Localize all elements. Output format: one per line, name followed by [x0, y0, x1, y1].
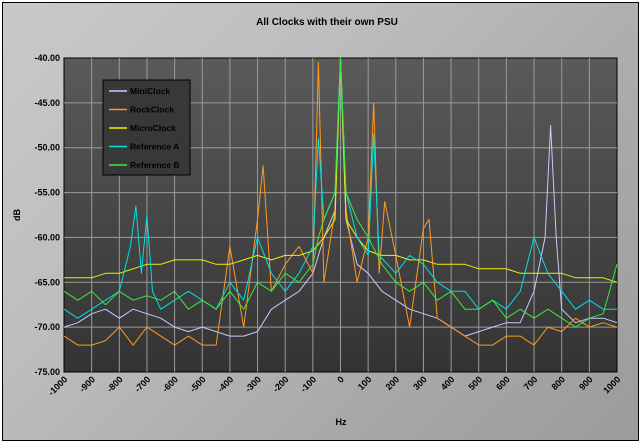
x-tick-label: -1000 — [46, 374, 69, 397]
x-tick-label: 400 — [439, 374, 457, 392]
x-tick-label: -700 — [133, 374, 153, 394]
x-tick-label: -200 — [271, 374, 291, 394]
legend-label: RockClock — [130, 105, 174, 115]
y-tick-label: -65.00 — [34, 277, 60, 287]
series-line-reference-b — [63, 57, 618, 328]
x-tick-label: -100 — [298, 374, 318, 394]
x-tick-label: 700 — [522, 374, 540, 392]
x-tick-label: 1000 — [601, 374, 622, 395]
y-tick-label: -55.00 — [34, 188, 60, 198]
legend-label: Reference A — [130, 142, 179, 152]
legend-label: MiniClock — [130, 86, 170, 96]
x-tick-label: 200 — [384, 374, 402, 392]
legend: MiniClock RockClock MicroClock Reference A R… — [102, 79, 191, 176]
x-tick-label: -400 — [216, 374, 236, 394]
y-tick-label: -50.00 — [34, 143, 60, 153]
y-tick-labels: -40.00 -45.00 -50.00 -55.00 -60.00 -65.00 -70.… — [34, 53, 60, 377]
y-axis-title: dB — [12, 209, 22, 221]
x-tick-label: -900 — [77, 374, 97, 394]
x-tick-label: -500 — [188, 374, 208, 394]
x-tick-label: 0 — [335, 374, 346, 385]
y-tick-label: -70.00 — [34, 322, 60, 332]
x-tick-label: -600 — [160, 374, 180, 394]
series-group — [63, 57, 618, 346]
x-tick-label: 600 — [494, 374, 512, 392]
y-tick-label: -75.00 — [34, 367, 60, 377]
x-tick-label: 500 — [466, 374, 484, 392]
x-tick-label: 100 — [356, 374, 374, 392]
y-tick-label: -40.00 — [34, 53, 60, 63]
x-tick-label: 900 — [577, 374, 595, 392]
legend-label: Reference B — [130, 160, 180, 170]
chart-title: All Clocks with their own PSU — [256, 17, 398, 28]
x-tick-labels: -1000 -900 -800 -700 -600 -500 -400 -300 -200 -10… — [46, 374, 622, 397]
x-tick-label: -300 — [243, 374, 263, 394]
y-tick-label: -45.00 — [34, 98, 60, 108]
y-tick-label: -60.00 — [34, 232, 60, 242]
x-tick-label: 300 — [411, 374, 429, 392]
legend-label: MicroClock — [130, 123, 176, 133]
x-axis-title: Hz — [336, 417, 347, 427]
x-tick-label: 800 — [549, 374, 567, 392]
x-tick-label: -800 — [105, 374, 125, 394]
